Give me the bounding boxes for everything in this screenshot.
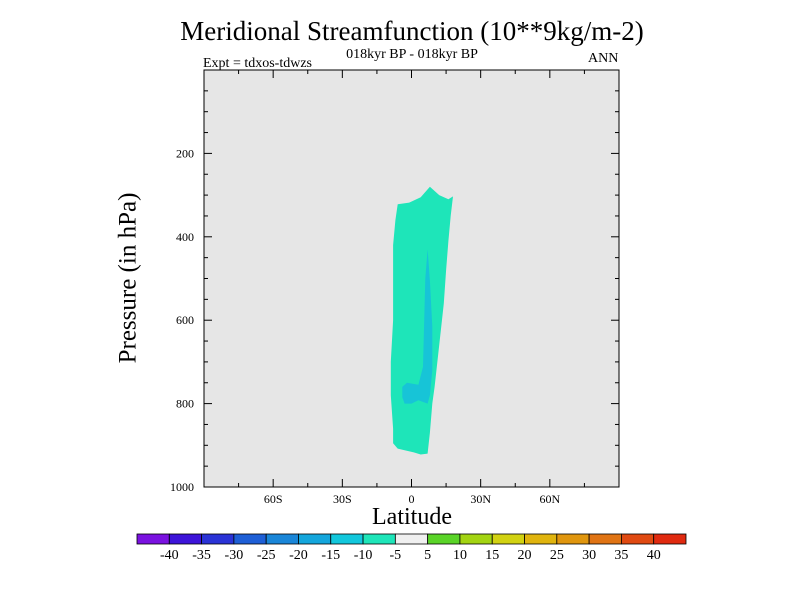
plot-frame bbox=[203, 69, 620, 488]
colorbar-label: 35 bbox=[614, 548, 628, 563]
colorbar-swatch bbox=[394, 533, 429, 545]
colorbar-label: 10 bbox=[453, 548, 467, 563]
colorbar-label: 5 bbox=[424, 548, 431, 563]
y-tick-label: 1000 bbox=[170, 480, 194, 494]
colorbar-swatch bbox=[427, 533, 461, 545]
colorbar-swatch bbox=[653, 533, 687, 545]
colorbar-label: 30 bbox=[582, 548, 596, 563]
colorbar-label: 25 bbox=[550, 548, 564, 563]
chart-title: Meridional Streamfunction (10**9kg/m-2) bbox=[180, 16, 644, 46]
chart-subtitle: 018kyr BP - 018kyr BP bbox=[346, 47, 478, 62]
tick-labels: 60S 30S 0 30N 60N 200 400 600 800 1000 bbox=[170, 146, 560, 506]
x-tick-label: 30N bbox=[470, 492, 491, 506]
x-tick-label: 60S bbox=[264, 492, 283, 506]
colorbar-label: -30 bbox=[225, 548, 244, 563]
colorbar-swatch bbox=[136, 533, 170, 545]
colorbar-label: -20 bbox=[289, 548, 308, 563]
colorbar-label: -10 bbox=[354, 548, 373, 563]
axis-ticks bbox=[204, 70, 619, 487]
colorbar-label: -25 bbox=[257, 548, 276, 563]
x-tick-label: 60N bbox=[539, 492, 560, 506]
colorbar-swatch bbox=[588, 533, 622, 545]
colorbar-swatch bbox=[168, 533, 202, 545]
experiment-label: Expt = tdxos-tdwzs bbox=[203, 56, 312, 71]
y-tick-label: 200 bbox=[176, 146, 194, 160]
y-tick-label: 400 bbox=[176, 230, 194, 244]
x-axis-label: Latitude bbox=[372, 504, 452, 530]
y-tick-label: 600 bbox=[176, 313, 194, 327]
contour-layer bbox=[390, 186, 453, 455]
colorbar-label: -15 bbox=[321, 548, 340, 563]
colorbar-swatch bbox=[621, 533, 655, 545]
colorbar-swatch bbox=[265, 533, 299, 545]
colorbar-swatch bbox=[491, 533, 525, 545]
colorbar-label: -35 bbox=[192, 548, 211, 563]
x-tick-label: 0 bbox=[409, 492, 415, 506]
colorbar: -40 -35 -30 -25 -20 -15 -10 -5 5 10 15 20 25 30 35 40 bbox=[136, 533, 687, 563]
y-tick-label: 800 bbox=[176, 397, 194, 411]
x-tick-label: 30S bbox=[333, 492, 352, 506]
colorbar-swatch bbox=[459, 533, 493, 545]
season-label: ANN bbox=[588, 51, 619, 66]
colorbar-swatch bbox=[556, 533, 590, 545]
colorbar-label: 15 bbox=[485, 548, 499, 563]
colorbar-swatch bbox=[330, 533, 364, 545]
contour-region-1 bbox=[402, 249, 433, 404]
colorbar-label: 40 bbox=[647, 548, 661, 563]
colorbar-label: 20 bbox=[518, 548, 532, 563]
colorbar-swatch bbox=[362, 533, 396, 545]
colorbar-label: -40 bbox=[160, 548, 179, 563]
colorbar-label: -5 bbox=[390, 548, 402, 563]
colorbar-swatch bbox=[233, 533, 267, 545]
colorbar-swatch bbox=[201, 533, 235, 545]
colorbar-swatch bbox=[524, 533, 558, 545]
colorbar-swatch bbox=[298, 533, 332, 545]
